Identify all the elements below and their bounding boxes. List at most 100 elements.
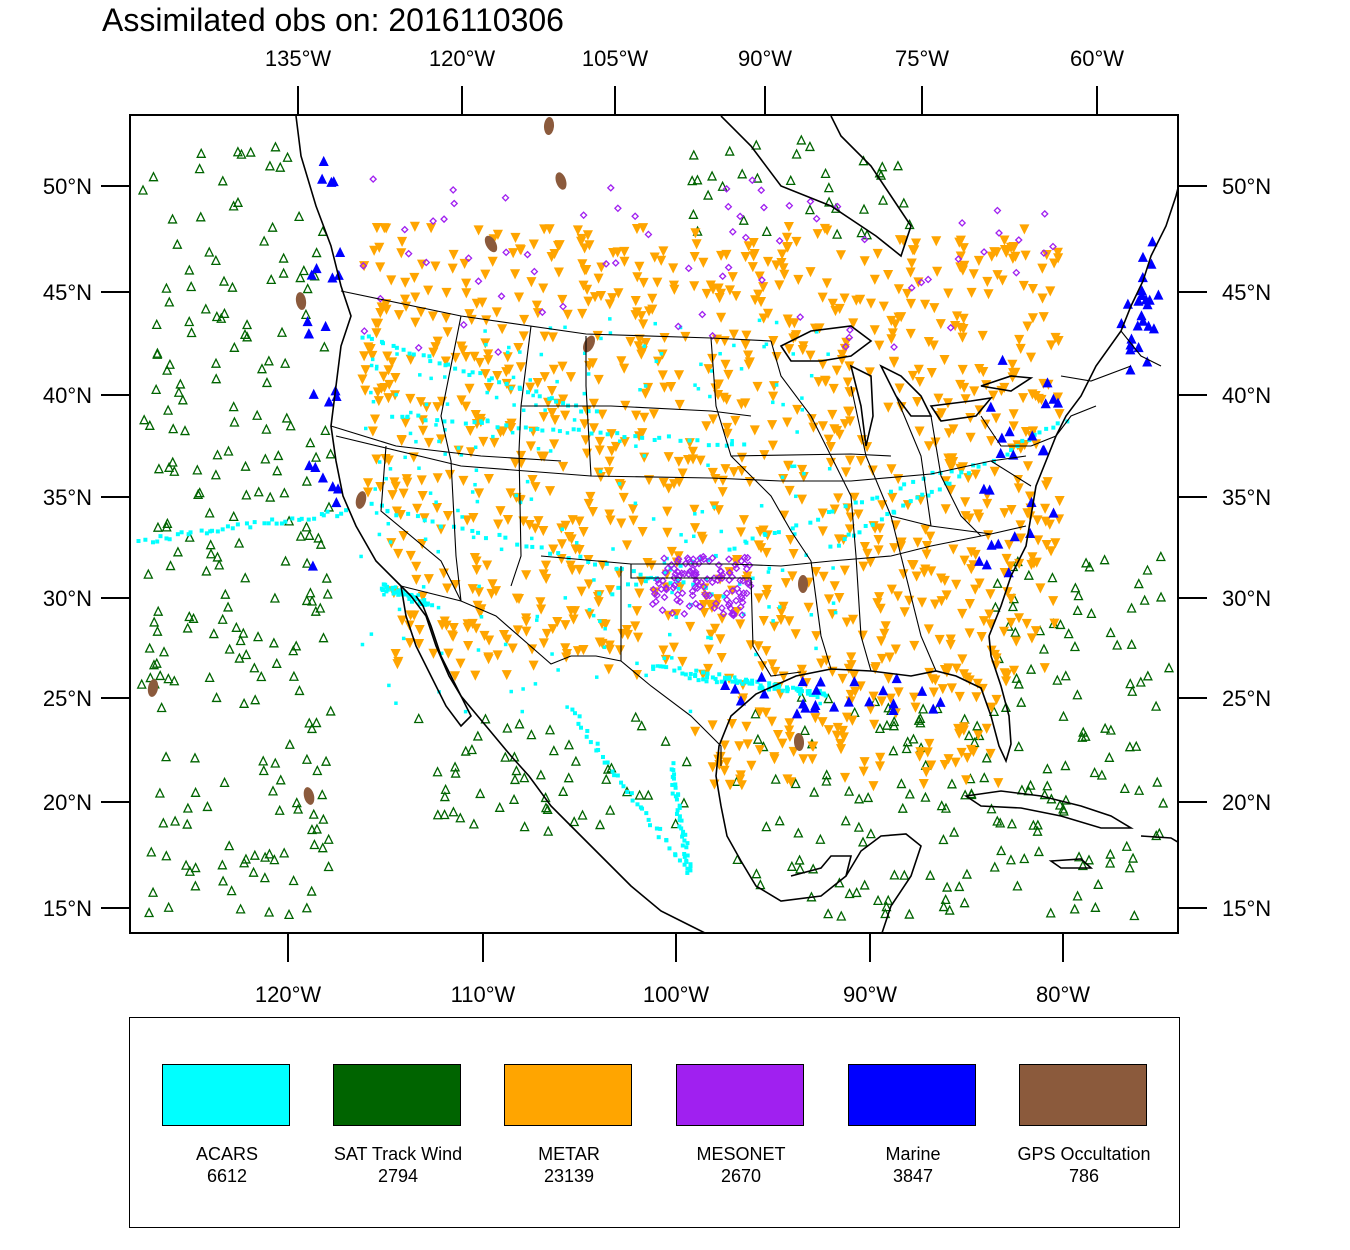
obs-marker xyxy=(676,792,681,797)
obs-marker xyxy=(210,528,215,533)
obs-marker xyxy=(724,202,733,211)
legend-swatch xyxy=(1019,1064,1147,1126)
obs-marker xyxy=(560,620,571,631)
obs-marker xyxy=(993,206,1002,215)
obs-marker xyxy=(430,603,435,608)
obs-marker xyxy=(785,534,796,546)
obs-marker xyxy=(516,458,527,469)
obs-marker xyxy=(367,426,378,437)
obs-marker xyxy=(391,343,396,348)
obs-marker xyxy=(512,625,523,636)
obs-marker xyxy=(360,327,369,335)
obs-marker xyxy=(776,685,781,690)
obs-marker xyxy=(834,303,845,315)
obs-marker xyxy=(771,400,775,405)
obs-marker xyxy=(148,659,160,670)
obs-marker xyxy=(1122,298,1133,309)
obs-marker xyxy=(662,656,667,660)
right-tick-label: 15°N xyxy=(1222,896,1271,921)
obs-marker xyxy=(571,427,576,432)
obs-marker xyxy=(439,651,444,656)
obs-marker xyxy=(549,396,554,401)
obs-marker xyxy=(369,632,374,636)
obs-marker xyxy=(327,481,338,492)
obs-marker xyxy=(829,424,840,435)
obs-marker xyxy=(474,468,479,473)
obs-marker xyxy=(541,628,552,639)
obs-marker xyxy=(660,554,669,563)
obs-marker xyxy=(991,653,1002,664)
left-tick-label: 15°N xyxy=(43,896,92,921)
obs-marker xyxy=(360,642,365,647)
obs-marker xyxy=(896,537,907,548)
obs-marker xyxy=(1121,840,1132,851)
obs-marker xyxy=(396,248,407,259)
obs-marker xyxy=(1099,554,1110,565)
legend-count: 2794 xyxy=(377,1166,419,1186)
obs-marker xyxy=(214,559,225,570)
obs-marker xyxy=(398,488,409,499)
obs-marker xyxy=(588,740,593,745)
obs-marker xyxy=(965,432,976,443)
obs-marker xyxy=(772,686,777,691)
obs-marker xyxy=(675,582,686,593)
obs-marker xyxy=(678,438,683,443)
obs-marker xyxy=(633,434,638,439)
obs-marker xyxy=(847,715,858,726)
obs-marker xyxy=(569,816,580,827)
obs-marker xyxy=(762,256,774,267)
obs-marker xyxy=(618,492,629,504)
obs-marker xyxy=(720,464,731,475)
obs-marker xyxy=(232,196,244,207)
obs-marker xyxy=(972,678,983,689)
obs-marker xyxy=(859,256,870,267)
obs-marker xyxy=(968,269,979,280)
obs-marker xyxy=(875,495,880,500)
obs-marker xyxy=(707,170,718,181)
obs-marker xyxy=(414,343,423,352)
obs-marker xyxy=(411,352,416,357)
obs-marker xyxy=(465,425,476,437)
obs-marker xyxy=(605,515,616,526)
obs-marker xyxy=(311,262,322,274)
obs-marker xyxy=(386,521,391,526)
obs-marker xyxy=(762,584,773,596)
obs-marker xyxy=(985,589,996,600)
obs-marker xyxy=(399,294,411,305)
obs-marker xyxy=(785,201,794,210)
obs-marker xyxy=(457,345,468,356)
obs-marker xyxy=(932,266,943,277)
obs-marker xyxy=(923,337,934,348)
obs-marker xyxy=(362,478,374,489)
top-tick-label: 135°W xyxy=(265,46,332,71)
obs-marker xyxy=(670,656,674,660)
obs-marker xyxy=(615,431,620,436)
obs-marker xyxy=(744,476,755,488)
legend-count: 786 xyxy=(1068,1166,1100,1186)
right-tick-label: 35°N xyxy=(1222,485,1271,510)
obs-marker xyxy=(792,404,803,416)
obs-marker xyxy=(669,767,674,772)
obs-marker xyxy=(844,785,855,796)
obs-marker xyxy=(188,530,193,535)
obs-marker xyxy=(1042,763,1053,774)
obs-marker xyxy=(582,351,587,356)
obs-marker xyxy=(190,880,201,891)
obs-marker xyxy=(563,325,567,330)
obs-marker xyxy=(759,504,764,508)
obs-marker xyxy=(416,413,421,418)
obs-marker xyxy=(395,352,399,356)
obs-marker xyxy=(546,386,557,397)
obs-marker xyxy=(642,344,646,348)
obs-marker xyxy=(200,303,211,314)
obs-marker xyxy=(577,308,588,320)
obs-marker xyxy=(391,506,402,517)
obs-marker xyxy=(212,449,223,460)
obs-marker xyxy=(455,658,466,669)
obs-marker xyxy=(702,592,711,600)
obs-marker xyxy=(514,718,525,729)
obs-marker xyxy=(790,629,801,640)
obs-marker xyxy=(999,235,1010,246)
obs-marker xyxy=(1054,496,1065,507)
obs-marker xyxy=(712,390,724,401)
